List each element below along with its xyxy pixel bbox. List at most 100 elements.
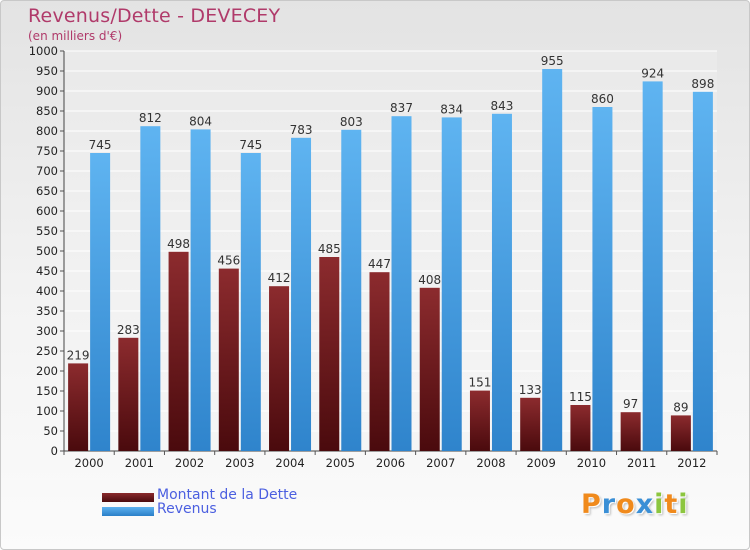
data-label-debt-2007: 408 — [418, 273, 441, 287]
y-tick-label: 600 — [36, 204, 58, 218]
data-label-revenue-2011: 924 — [641, 66, 664, 80]
y-tick-label: 250 — [36, 344, 58, 358]
logo-letter: P — [581, 489, 602, 520]
y-tick-label: 500 — [36, 244, 58, 258]
y-tick-label: 950 — [36, 64, 58, 78]
x-tick-label: 2001 — [125, 456, 154, 470]
data-label-debt-2003: 456 — [217, 254, 240, 268]
x-tick-label: 2002 — [175, 456, 204, 470]
data-label-revenue-2007: 834 — [440, 102, 463, 116]
data-label-debt-2010: 115 — [569, 390, 592, 404]
bar-revenue-2004 — [291, 137, 312, 452]
logo-letter: t — [664, 489, 679, 520]
bar-debt-2002 — [168, 251, 189, 451]
data-label-debt-2004: 412 — [268, 271, 291, 285]
y-tick-label: 800 — [36, 124, 58, 138]
x-tick-label: 2000 — [74, 456, 103, 470]
bar-revenue-2005 — [341, 129, 362, 452]
bar-debt-2000 — [68, 363, 89, 451]
bar-revenue-2003 — [240, 153, 261, 451]
bar-debt-2003 — [218, 268, 239, 451]
bar-debt-2011 — [620, 412, 641, 451]
bar-revenue-2010 — [592, 107, 613, 451]
y-tick-label: 400 — [36, 284, 58, 298]
y-tick-label: 900 — [36, 84, 58, 98]
y-tick-label: 200 — [36, 364, 58, 378]
legend-label-debt: Montant de la Dette — [157, 487, 298, 503]
bar-revenue-2009 — [542, 69, 563, 451]
data-label-revenue-2005: 803 — [340, 115, 363, 129]
bar-debt-2001 — [118, 337, 139, 451]
data-label-revenue-2001: 812 — [139, 111, 162, 125]
chart-title: Revenus/Dette - DEVECEY — [28, 5, 281, 27]
y-tick-label: 0 — [51, 444, 58, 458]
data-label-revenue-2004: 783 — [290, 123, 313, 137]
data-label-revenue-2002: 804 — [189, 114, 212, 128]
data-label-revenue-2006: 837 — [390, 101, 413, 115]
data-label-debt-2001: 283 — [117, 323, 140, 337]
x-tick-label: 2008 — [476, 456, 505, 470]
data-label-revenue-2009: 955 — [541, 54, 564, 68]
y-tick-label: 750 — [36, 144, 58, 158]
bar-revenue-2000 — [90, 153, 111, 451]
data-label-revenue-2010: 860 — [591, 92, 614, 106]
y-tick-label: 650 — [36, 184, 58, 198]
data-label-debt-2006: 447 — [368, 257, 391, 271]
bar-revenue-2001 — [140, 126, 161, 451]
bar-revenue-2008 — [491, 113, 512, 452]
data-label-revenue-2012: 898 — [691, 77, 714, 91]
y-tick-label: 300 — [36, 324, 58, 338]
bar-revenue-2006 — [391, 116, 412, 451]
legend-swatch-debt — [102, 493, 154, 502]
y-tick-label: 150 — [36, 384, 58, 398]
bar-debt-2008 — [469, 390, 490, 451]
y-tick-label: 850 — [36, 104, 58, 118]
y-tick-label: 1000 — [29, 44, 58, 58]
data-label-debt-2008: 151 — [469, 376, 492, 390]
bar-debt-2012 — [670, 415, 691, 451]
x-tick-label: 2010 — [577, 456, 606, 470]
data-label-debt-2000: 219 — [67, 348, 90, 362]
x-tick-label: 2011 — [627, 456, 656, 470]
bar-revenue-2002 — [190, 129, 211, 451]
x-tick-label: 2006 — [376, 456, 405, 470]
x-tick-label: 2005 — [326, 456, 355, 470]
x-tick-label: 2004 — [275, 456, 304, 470]
data-label-debt-2002: 498 — [167, 237, 190, 251]
bar-debt-2006 — [369, 272, 390, 451]
legend-label-revenue: Revenus — [157, 501, 217, 517]
x-tick-label: 2007 — [426, 456, 455, 470]
y-tick-label: 100 — [36, 404, 58, 418]
data-label-debt-2012: 89 — [673, 400, 688, 414]
data-label-revenue-2003: 745 — [239, 138, 262, 152]
logo-letter: x — [635, 489, 655, 520]
bar-revenue-2007 — [441, 117, 462, 452]
logo-letter: i — [654, 489, 665, 520]
data-label-revenue-2008: 843 — [491, 99, 514, 113]
data-label-revenue-2000: 745 — [89, 138, 112, 152]
logo-letter: i — [678, 489, 689, 520]
proxiti-logo: Proxiti — [581, 489, 689, 525]
y-tick-label: 450 — [36, 264, 58, 278]
x-tick-label: 2012 — [677, 456, 706, 470]
logo-letter: r — [601, 489, 617, 520]
y-tick-label: 700 — [36, 164, 58, 178]
y-tick-label: 550 — [36, 224, 58, 238]
bar-revenue-2012 — [692, 91, 713, 452]
bar-debt-2004 — [269, 286, 290, 451]
data-label-debt-2011: 97 — [623, 397, 638, 411]
bar-debt-2009 — [520, 397, 541, 451]
legend-swatch-revenue — [102, 507, 154, 516]
bar-revenue-2011 — [642, 81, 663, 452]
data-label-debt-2005: 485 — [318, 242, 341, 256]
x-tick-label: 2003 — [225, 456, 254, 470]
bar-debt-2010 — [570, 405, 591, 451]
x-tick-label: 2009 — [527, 456, 556, 470]
logo-letter: o — [616, 489, 636, 520]
y-tick-label: 350 — [36, 304, 58, 318]
chart-subtitle: (en milliers d'€) — [28, 29, 123, 43]
bar-debt-2007 — [419, 287, 440, 451]
y-tick-label: 50 — [43, 424, 58, 438]
